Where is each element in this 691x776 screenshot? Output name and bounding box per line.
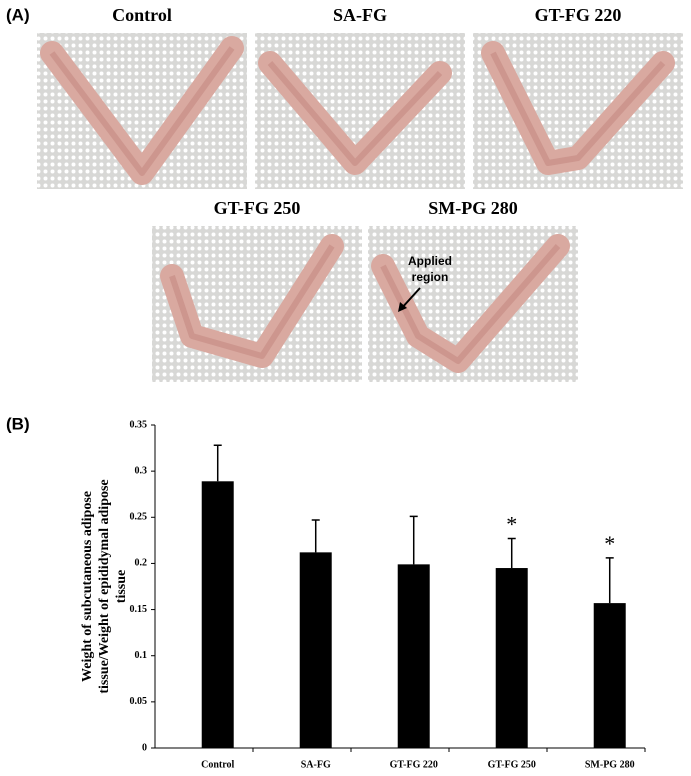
y-tick-label: 0.05 — [130, 696, 148, 707]
tissue-shade — [490, 51, 666, 166]
tissue — [40, 36, 244, 185]
bar — [397, 564, 430, 748]
arrow-head — [398, 302, 407, 312]
panel-label: (A) — [6, 5, 30, 24]
y-tick-label: 0.1 — [135, 650, 148, 661]
significance-mark: * — [506, 512, 517, 537]
photo-title: GT-FG 250 — [214, 198, 301, 218]
error-bar — [213, 444, 222, 482]
bar — [299, 552, 332, 748]
bar — [593, 603, 626, 748]
tissue-shade — [267, 61, 443, 166]
y-tick-label: 0.25 — [130, 512, 148, 523]
y-tick-label: 0.35 — [130, 419, 148, 430]
error-bar — [605, 557, 614, 604]
error-bar — [507, 537, 516, 569]
tissue — [160, 234, 344, 368]
photo-title: SM-PG 280 — [428, 198, 518, 218]
error-bar — [311, 519, 320, 553]
y-axis-label: tissue/Weight of epididymal adipose — [97, 479, 112, 693]
panel-label: (B) — [6, 414, 30, 433]
photo-title: GT-FG 220 — [535, 5, 622, 25]
tissue — [258, 51, 452, 175]
y-axis-label: Weight of subcutaneous adipose — [80, 491, 95, 682]
y-tick-label: 0.15 — [130, 604, 148, 615]
tissue — [481, 41, 675, 175]
significance-mark: * — [604, 531, 615, 556]
y-axis-label: tissue — [114, 570, 129, 603]
x-tick-label: SA-FG — [301, 759, 331, 770]
tissue-shade — [49, 46, 235, 176]
annotation: region — [412, 270, 449, 284]
y-tick-label: 0 — [142, 742, 147, 753]
photo-title: SA-FG — [333, 5, 387, 25]
tissue-shade — [169, 244, 335, 359]
x-tick-label: GT-FG 220 — [390, 759, 438, 770]
y-tick-label: 0.3 — [135, 465, 148, 476]
x-tick-label: Control — [201, 759, 234, 770]
tissue-shade — [380, 244, 561, 364]
bar — [495, 568, 528, 748]
tissue — [371, 234, 570, 373]
annotation: Applied — [408, 254, 452, 268]
photo-title: Control — [112, 5, 172, 25]
x-tick-label: SM-PG 280 — [585, 759, 635, 770]
error-bar — [409, 515, 418, 565]
y-tick-label: 0.2 — [135, 558, 148, 569]
bar — [201, 481, 234, 748]
x-tick-label: GT-FG 250 — [488, 759, 536, 770]
